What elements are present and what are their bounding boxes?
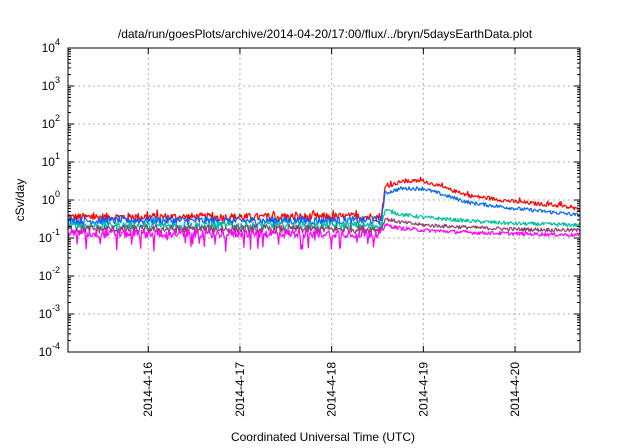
y-tick-label: 103 [42, 75, 60, 93]
x-tick-label: 2014-4-18 [325, 362, 339, 417]
x-axis: 2014-4-16 2014-4-17 2014-4-18 2014-4-19 2014… [141, 48, 522, 417]
x-axis-label: Coordinated Universal Time (UTC) [231, 430, 415, 444]
y-tick-label: 101 [42, 151, 60, 169]
y-tick-label: 10-1 [39, 227, 60, 245]
series-line [67, 222, 581, 252]
y-axis: 10-4 10-3 10-2 10-1 100 101 102 103 104 [39, 37, 580, 359]
series-line [67, 208, 581, 231]
y-tick-label: 100 [42, 189, 60, 207]
grid [68, 48, 580, 352]
series-line [67, 176, 581, 222]
y-tick-label: 102 [42, 113, 60, 131]
y-axis-label: cSv/day [13, 179, 27, 222]
x-tick-label: 2014-4-20 [508, 362, 522, 417]
series-line [67, 186, 581, 226]
x-tick-label: 2014-4-19 [416, 362, 430, 417]
y-tick-label: 10-3 [39, 303, 60, 321]
x-tick-label: 2014-4-17 [233, 362, 247, 417]
y-tick-label: 10-4 [39, 341, 60, 359]
series-line [67, 217, 581, 234]
y-tick-label: 10-2 [39, 265, 60, 283]
series-group [67, 176, 581, 252]
chart-title: /data/run/goesPlots/archive/2014-04-20/1… [118, 27, 533, 41]
x-tick-label: 2014-4-16 [141, 362, 155, 417]
y-tick-label: 104 [42, 37, 60, 55]
